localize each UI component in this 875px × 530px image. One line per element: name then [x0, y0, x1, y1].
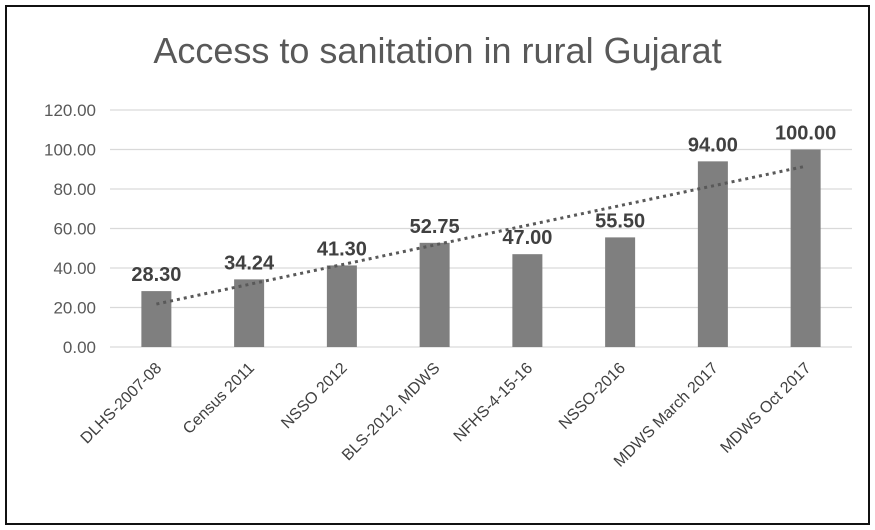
- trendline: [156, 164, 806, 306]
- gridlines: [110, 109, 852, 348]
- x-tick-label: BLS-2012, MDWS: [339, 360, 443, 464]
- y-tick-label: 80.00: [53, 180, 96, 199]
- bar: [419, 242, 450, 347]
- x-tick-label: NSSO-2016: [556, 360, 629, 433]
- bars: [141, 149, 821, 347]
- bar: [141, 291, 172, 347]
- y-tick-label: 100.00: [44, 141, 96, 160]
- x-tick-label: MDWS Oct 2017: [718, 360, 815, 457]
- bar: [790, 149, 821, 347]
- x-tick-label: DLHS-2007-08: [78, 360, 166, 448]
- data-label: 47.00: [502, 227, 552, 249]
- y-tick-label: 20.00: [53, 299, 96, 318]
- y-tick-label: 40.00: [53, 259, 96, 278]
- bar: [512, 254, 543, 347]
- data-label: 55.50: [595, 210, 645, 232]
- x-axis: DLHS-2007-08 Census 2011 NSSO 2012BLS-2012…: [78, 360, 815, 471]
- data-labels: 28.30 34.24 41.30 52.75 47.00 55.50 94.00 100.0…: [131, 123, 836, 287]
- x-tick-label: NSSO 2012: [278, 360, 350, 432]
- bar: [326, 265, 357, 347]
- data-label: 100.00: [775, 123, 836, 145]
- y-tick-label: 0.00: [63, 338, 96, 357]
- bar: [234, 279, 265, 347]
- data-label: 52.75: [410, 216, 460, 238]
- data-label: 94.00: [688, 134, 738, 156]
- data-label: 28.30: [131, 264, 181, 286]
- y-axis: 0.00 20.00 40.00 60.00 80.00 100.00 120.00: [44, 101, 96, 357]
- x-tick-label: MDWS March 2017: [611, 360, 722, 471]
- y-tick-label: 60.00: [53, 220, 96, 239]
- data-label: 34.24: [224, 252, 275, 274]
- data-label: 41.30: [317, 238, 367, 260]
- x-tick-label: NFHS-4-15-16: [451, 360, 537, 446]
- trendline-group: [156, 164, 806, 306]
- y-tick-label: 120.00: [44, 101, 96, 120]
- x-tick-label: Census 2011: [180, 360, 258, 438]
- bar: [697, 161, 728, 347]
- chart-title: Access to sanitation in rural Gujarat: [153, 30, 722, 71]
- bar: [605, 237, 636, 347]
